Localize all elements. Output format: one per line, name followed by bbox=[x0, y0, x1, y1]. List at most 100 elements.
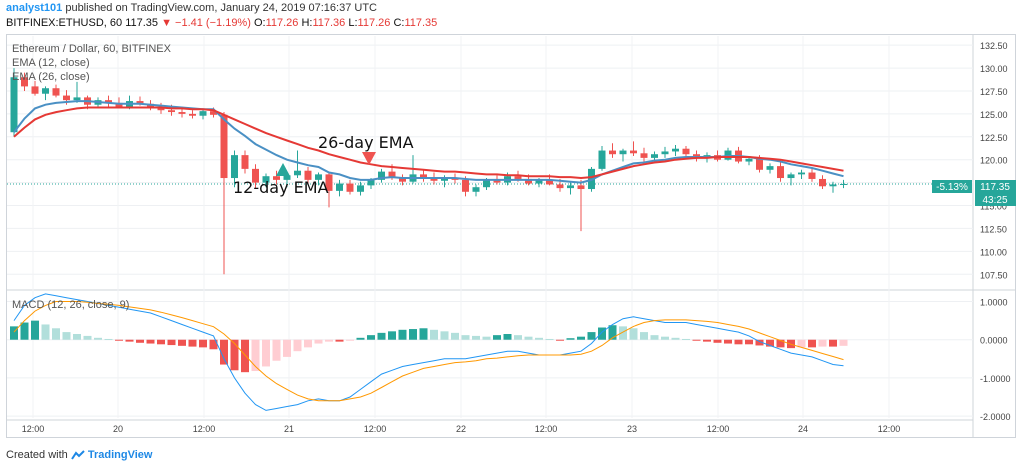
candle-body bbox=[567, 185, 574, 189]
candle-body bbox=[31, 86, 39, 94]
candle-body bbox=[745, 158, 753, 162]
macd-histogram-bar bbox=[41, 324, 50, 340]
candle-body bbox=[325, 174, 333, 191]
macd-histogram-bar bbox=[314, 339, 323, 344]
price-tick-label: 122.50 bbox=[980, 133, 1008, 143]
macd-histogram-bar bbox=[283, 339, 291, 357]
candle-body bbox=[178, 112, 186, 114]
publish-line: analyst101 published on TradingView.com,… bbox=[6, 2, 377, 14]
macd-histogram-bar bbox=[839, 339, 848, 346]
macd-histogram-bar bbox=[713, 339, 722, 343]
macd-histogram-bar bbox=[230, 339, 239, 371]
macd-histogram-bar bbox=[262, 339, 270, 367]
price-tick-label: 127.50 bbox=[980, 87, 1008, 97]
macd-histogram-bar bbox=[52, 328, 60, 340]
time-tick-label: 22 bbox=[456, 424, 466, 434]
macd-histogram-bar bbox=[629, 328, 638, 340]
candle-body bbox=[283, 175, 291, 180]
open-label: O: bbox=[253, 17, 266, 29]
price-tick-label: 112.50 bbox=[980, 224, 1007, 234]
ema26-line bbox=[13, 106, 844, 180]
macd-histogram-bar bbox=[587, 332, 596, 340]
candle-body bbox=[462, 179, 469, 192]
macd-histogram-bar bbox=[325, 339, 333, 342]
macd-histogram-bar bbox=[829, 339, 837, 347]
macd-histogram-bar bbox=[356, 337, 365, 340]
author-link[interactable]: analyst101 bbox=[6, 2, 63, 14]
candle-body bbox=[840, 183, 847, 185]
footer-brand[interactable]: TradingView bbox=[87, 449, 153, 461]
ema12-annotation: 12-day EMA bbox=[233, 178, 329, 197]
candle-body bbox=[756, 158, 763, 170]
candle-body bbox=[766, 166, 774, 170]
macd-histogram-bar bbox=[293, 339, 302, 352]
time-tick-label: 24 bbox=[798, 424, 808, 434]
candle-body bbox=[304, 170, 312, 180]
candle-body bbox=[346, 183, 354, 192]
price-tick-label: 107.50 bbox=[980, 270, 1008, 280]
time-tick-label: 12:00 bbox=[707, 424, 730, 434]
macd-histogram-bar bbox=[10, 326, 18, 340]
macd-histogram-bar bbox=[419, 328, 428, 340]
macd-tick-label: -2.0000 bbox=[980, 412, 1011, 422]
macd-histogram-bar bbox=[692, 339, 701, 341]
macd-histogram-bar bbox=[514, 335, 522, 340]
candle-body bbox=[630, 150, 637, 154]
candle-body bbox=[619, 150, 627, 155]
candle-body bbox=[661, 151, 669, 155]
candle-body bbox=[472, 187, 480, 192]
candle-body bbox=[493, 179, 501, 183]
macd-histogram-bar bbox=[73, 334, 81, 340]
macd-histogram-bar bbox=[598, 327, 606, 340]
candle-body bbox=[399, 178, 406, 182]
macd-histogram-bar bbox=[367, 335, 375, 340]
macd-histogram-bar bbox=[797, 339, 806, 348]
high-label: H: bbox=[301, 17, 313, 29]
candle-body bbox=[136, 101, 144, 104]
price-tick-label: 130.00 bbox=[980, 64, 1008, 74]
macd-histogram-bar bbox=[241, 339, 249, 373]
candle-body bbox=[315, 174, 322, 180]
candle-body bbox=[682, 148, 690, 155]
ohlc-line: BITFINEX:ETHUSD, 60 117.35 ▼ −1.41 (−1.1… bbox=[6, 17, 437, 29]
macd-histogram-bar bbox=[766, 339, 774, 347]
candle-body bbox=[577, 185, 585, 190]
macd-histogram-bar bbox=[451, 332, 459, 340]
macd-histogram-bar bbox=[167, 339, 176, 346]
macd-histogram-bar bbox=[818, 339, 827, 347]
low-label: L: bbox=[348, 17, 358, 29]
price-tick-label: 125.00 bbox=[980, 110, 1008, 120]
open-value: 117.26 bbox=[265, 17, 299, 29]
candle-body bbox=[420, 174, 427, 178]
macd-histogram-bar bbox=[734, 339, 743, 345]
up-arrow-annotation bbox=[276, 163, 290, 176]
candle-body bbox=[514, 176, 522, 179]
published-text: published on TradingView.com, January 24… bbox=[65, 2, 377, 14]
macd-histogram-bar bbox=[251, 339, 260, 372]
footer: Created with TradingView bbox=[6, 449, 152, 461]
macd-histogram-bar bbox=[31, 320, 39, 340]
macd-histogram-bar bbox=[188, 339, 197, 347]
macd-histogram-bar bbox=[157, 339, 165, 345]
ema26-annotation: 26-day EMA bbox=[318, 133, 414, 152]
macd-histogram-bar bbox=[125, 339, 134, 342]
close-label: C: bbox=[393, 17, 405, 29]
time-tick-label: 12:00 bbox=[535, 424, 558, 434]
macd-tick-label: -1.0000 bbox=[980, 374, 1011, 384]
candle-body bbox=[829, 184, 837, 187]
candle-body bbox=[546, 179, 553, 185]
candle-body bbox=[199, 111, 207, 116]
time-tick-label: 12:00 bbox=[878, 424, 901, 434]
macd-histogram-bar bbox=[104, 338, 113, 340]
macd-histogram-bar bbox=[682, 338, 690, 340]
macd-histogram-bar bbox=[94, 337, 102, 340]
candle-body bbox=[798, 172, 805, 175]
macd-tick-label: 1.0000 bbox=[980, 298, 1008, 308]
macd-histogram-bar bbox=[220, 339, 228, 365]
macd-histogram-bar bbox=[556, 339, 564, 341]
candle-body bbox=[210, 111, 217, 115]
last-price: 117.35 bbox=[125, 17, 159, 29]
signal-line bbox=[13, 301, 844, 402]
candle-body bbox=[357, 185, 364, 192]
